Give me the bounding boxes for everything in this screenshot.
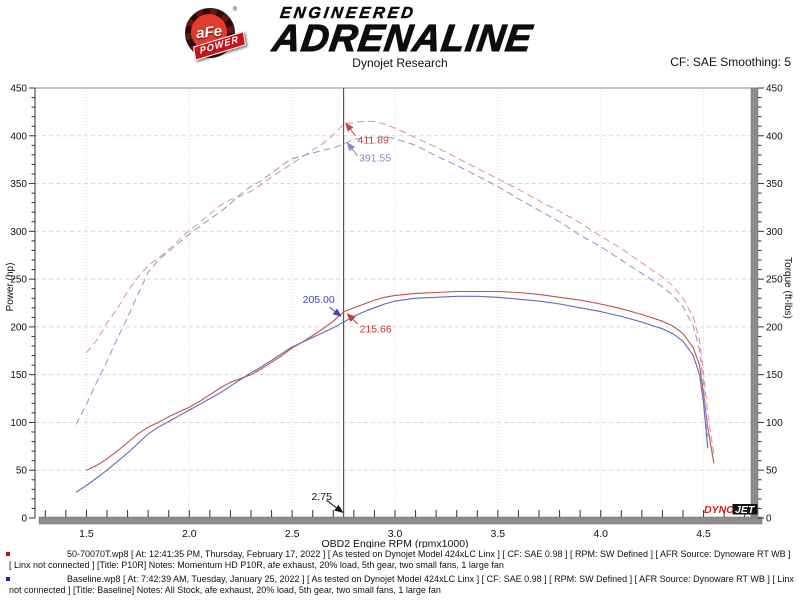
legend-row-p10r: 50-70070T.wp8 [ At: 12:41:35 PM, Thursda… <box>0 549 794 571</box>
power-tick-label: 200 <box>10 322 27 333</box>
power-tick-label: 300 <box>10 227 27 238</box>
legend-marker-blue <box>6 577 10 581</box>
rpm-tick-label: 1.5 <box>79 528 94 540</box>
rpm-tick-label: 4.0 <box>593 528 608 540</box>
annotation-value-2: 205.00 <box>303 294 335 306</box>
annotation-value-0: 411.89 <box>358 134 389 146</box>
power-tick-label: 400 <box>10 131 27 142</box>
torque-tick-label: 100 <box>766 418 783 429</box>
rpm-tick-label: 3.5 <box>491 528 506 540</box>
legend-text-baseline: Baseline.wp8 [ At: 7:42:39 AM, Tuesday, … <box>9 574 794 595</box>
smoothing-setting-label: CF: SAE Smoothing: 5 <box>670 55 791 69</box>
legend-marker-red <box>6 552 10 556</box>
rpm-axis-title: OBD2 Engine RPM (rpmx1000) <box>321 538 468 548</box>
series-0 <box>86 290 715 471</box>
series-2 <box>85 120 715 455</box>
power-tick-label: 250 <box>10 275 27 286</box>
annotation-arrow-line <box>351 148 358 157</box>
rpm-tick-label: 4.5 <box>696 528 711 540</box>
dynojet-logo-jet: JET <box>735 504 756 516</box>
torque-tick-label: 0 <box>766 514 772 525</box>
torque-tick-label: 150 <box>766 370 783 381</box>
bottom-axis-bar <box>38 516 763 525</box>
annotation-arrow-head <box>332 308 342 317</box>
page-title: Dynojet Research <box>352 56 448 70</box>
power-tick-label: 450 <box>10 84 27 95</box>
run-legend: 50-70070T.wp8 [ At: 12:41:35 PM, Thursda… <box>0 549 794 599</box>
torque-tick-label: 50 <box>766 466 778 477</box>
series-1 <box>75 295 709 493</box>
dynojet-watermark: DYNO JET <box>704 504 758 516</box>
power-tick-label: 100 <box>10 418 27 429</box>
power-axis-title: Power (hp) <box>5 263 16 312</box>
annotation-arrow-line <box>329 306 336 312</box>
annotation-value-1: 391.55 <box>359 153 391 165</box>
torque-tick-label: 450 <box>766 84 783 95</box>
dyno-graph-plot[interactable]: 0 0 50 50 100 100 150 150 200 200 250 250 300 300 350 3… <box>0 0 800 549</box>
afe-logo: aFe ® POWER ENGINEERED ADRENALINE <box>183 5 603 61</box>
legend-row-baseline: Baseline.wp8 [ At: 7:42:39 AM, Tuesday, … <box>0 574 794 596</box>
torque-tick-label: 250 <box>766 275 783 286</box>
annotation-value-3: 215.66 <box>360 324 392 336</box>
annotation-arrow-line <box>326 499 337 509</box>
power-tick-label: 150 <box>10 370 27 381</box>
torque-tick-label: 300 <box>766 227 783 238</box>
dynojet-logo-box <box>732 504 758 515</box>
annotation-arrow-head <box>334 504 344 514</box>
rpm-tick-label: 2.5 <box>285 528 300 540</box>
series-3 <box>75 136 709 437</box>
power-tick-label: 350 <box>10 179 27 190</box>
power-tick-label: 0 <box>21 514 27 525</box>
torque-tick-label: 200 <box>766 322 783 333</box>
annotation-arrow-head <box>346 141 356 152</box>
rpm-tick-label: 3.0 <box>388 528 403 540</box>
power-tick-label: 50 <box>16 466 28 477</box>
annotation-value-4: 2.75 <box>311 491 332 503</box>
torque-axis-title: Torque (ft-lbs) <box>782 257 793 319</box>
right-axis-bar <box>750 87 759 519</box>
annotation-arrow-line <box>350 129 356 137</box>
rpm-tick-label: 2.0 <box>182 528 197 540</box>
legend-text-p10r: 50-70070T.wp8 [ At: 12:41:35 PM, Thursda… <box>9 549 791 570</box>
registered-mark: ® <box>232 7 237 13</box>
annotation-arrow-head <box>345 122 354 132</box>
annotation-arrow-head <box>346 313 356 322</box>
torque-tick-label: 350 <box>766 179 783 190</box>
torque-tick-label: 400 <box>766 131 783 142</box>
dynojet-logo-dyno: DYNO <box>704 504 734 516</box>
annotation-arrow-line <box>352 319 358 325</box>
